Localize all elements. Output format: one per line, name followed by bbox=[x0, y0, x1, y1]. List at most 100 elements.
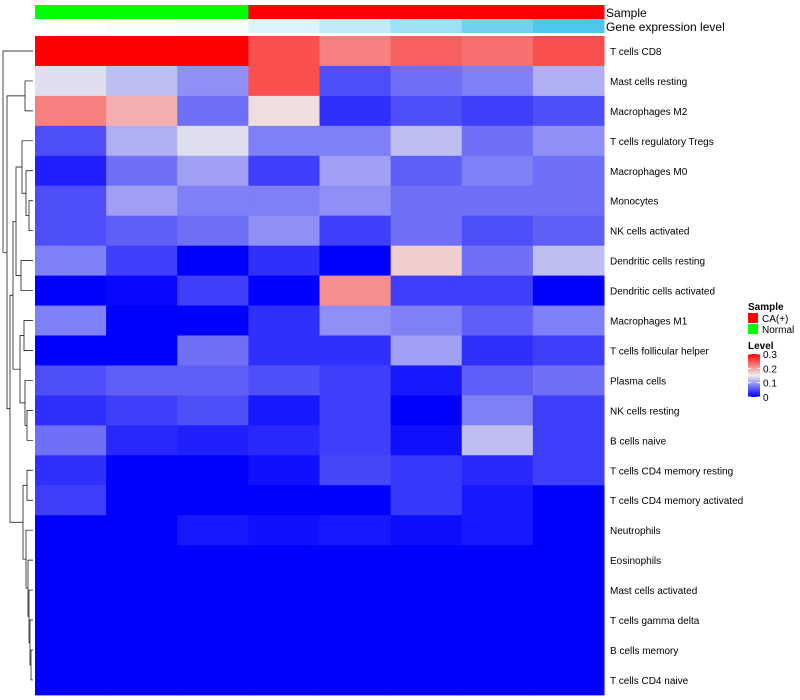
heatmap-cell bbox=[461, 125, 534, 157]
heatmap-cell bbox=[35, 605, 107, 636]
row-label: T cells gamma delta bbox=[610, 616, 700, 627]
expression-annotation-cell bbox=[319, 19, 392, 33]
heatmap-cell bbox=[319, 635, 392, 666]
heatmap-cell bbox=[177, 635, 249, 666]
heatmap-cell bbox=[35, 395, 107, 426]
heatmap-cell bbox=[390, 95, 463, 127]
heatmap-cell bbox=[177, 215, 249, 247]
heatmap-cell bbox=[106, 95, 178, 127]
heatmap-cell bbox=[248, 275, 321, 307]
heatmap-cell bbox=[532, 305, 605, 336]
heatmap-cell bbox=[532, 515, 605, 546]
heatmap-cell bbox=[319, 365, 392, 396]
heatmap-cell bbox=[390, 455, 463, 486]
heatmap-cell bbox=[461, 425, 534, 456]
legend-color-bar bbox=[748, 354, 760, 397]
heatmap-cell bbox=[248, 305, 321, 336]
heatmap-cell bbox=[319, 36, 392, 67]
heatmap-cell bbox=[177, 515, 249, 546]
heatmap-cell bbox=[319, 395, 392, 426]
dendrogram-branch bbox=[26, 469, 33, 501]
heatmap-cell bbox=[35, 305, 107, 336]
legend-swatch bbox=[748, 313, 758, 323]
heatmap-cell bbox=[106, 395, 178, 426]
dendrogram-branch bbox=[29, 619, 33, 666]
heatmap-cell bbox=[177, 455, 249, 486]
heatmap-cell bbox=[35, 455, 107, 486]
heatmap-cell bbox=[532, 455, 605, 486]
heatmap-cell bbox=[248, 485, 321, 516]
heatmap-cell bbox=[106, 515, 178, 546]
heatmap-cell bbox=[106, 65, 178, 97]
heatmap-cell bbox=[532, 365, 605, 396]
heatmap-cell bbox=[390, 664, 463, 696]
heatmap-cell bbox=[106, 245, 178, 277]
heatmap-cell bbox=[106, 605, 178, 636]
legend-entry-label: Normal bbox=[762, 325, 794, 336]
heatmap-cell bbox=[461, 215, 534, 247]
dendrogram-branch bbox=[21, 140, 33, 194]
row-label: B cells naive bbox=[610, 436, 667, 447]
heatmap-cell bbox=[532, 635, 605, 666]
heatmap-cell bbox=[390, 155, 463, 187]
expression-annotation-cell bbox=[35, 19, 107, 33]
row-label: Eosinophils bbox=[610, 556, 661, 567]
heatmap-cell bbox=[177, 36, 249, 67]
legend-level-title: Level bbox=[748, 341, 774, 352]
heatmap-cell bbox=[532, 605, 605, 636]
heatmap-cell bbox=[106, 425, 178, 456]
heatmap-cell bbox=[532, 125, 605, 157]
heatmap-cell bbox=[35, 545, 107, 576]
heatmap-cell bbox=[35, 365, 107, 396]
heatmap-cell bbox=[390, 425, 463, 456]
heatmap-cell bbox=[461, 485, 534, 516]
heatmap-cell bbox=[248, 215, 321, 247]
dendrogram-branch bbox=[26, 410, 33, 441]
dendrogram-branch bbox=[24, 80, 33, 112]
heatmap-cell bbox=[461, 305, 534, 336]
heatmap-cell bbox=[319, 425, 392, 456]
heatmap-cell bbox=[106, 635, 178, 666]
heatmap-cell bbox=[461, 36, 534, 67]
heatmap-cell bbox=[248, 155, 321, 187]
heatmap-cell bbox=[319, 605, 392, 636]
heatmap-cell bbox=[35, 664, 107, 696]
heatmap-cell bbox=[532, 395, 605, 426]
heatmap-cell bbox=[390, 395, 463, 426]
heatmap-cell bbox=[390, 635, 463, 666]
expression-annotation-cell bbox=[106, 19, 178, 33]
dendrogram-branch bbox=[23, 320, 33, 351]
heatmap-cell bbox=[177, 275, 249, 307]
heatmap-cell bbox=[177, 485, 249, 516]
dendrogram-branch bbox=[9, 294, 23, 523]
legend-tick-label: 0.1 bbox=[763, 379, 777, 390]
heatmap-cell bbox=[106, 36, 178, 67]
sample-annotation-cell bbox=[532, 5, 605, 19]
heatmap-cell bbox=[35, 515, 107, 546]
row-label: T cells CD8 bbox=[610, 47, 662, 58]
expression-annotation-cell bbox=[177, 19, 249, 33]
row-labels: T cells CD8 Mast cells resting Macrophages… bbox=[610, 47, 743, 687]
legend-tick-label: 0 bbox=[763, 393, 769, 404]
heatmap-cell bbox=[35, 125, 107, 157]
sample-annotation-cell bbox=[106, 5, 178, 19]
row-label: Mast cells resting bbox=[610, 77, 687, 88]
heatmap-cell bbox=[461, 575, 534, 606]
heatmap-cell bbox=[390, 185, 463, 217]
heatmap-cell bbox=[248, 425, 321, 456]
heatmap-cell bbox=[177, 155, 249, 187]
legend-tick-label: 0.3 bbox=[763, 350, 777, 361]
heatmap-cell bbox=[177, 395, 249, 426]
annotation-label-sample: Sample bbox=[606, 6, 647, 20]
heatmap-cell bbox=[177, 125, 249, 157]
sample-annotation-cell bbox=[35, 5, 107, 19]
heatmap-cell bbox=[390, 245, 463, 277]
heatmap-cell bbox=[319, 485, 392, 516]
heatmap-cell bbox=[248, 36, 321, 67]
heatmap-cell bbox=[461, 455, 534, 486]
heatmap-cell bbox=[461, 635, 534, 666]
heatmap-cell bbox=[532, 215, 605, 247]
heatmap-cell bbox=[35, 245, 107, 277]
dendrogram-branch bbox=[30, 649, 33, 681]
row-dendrogram bbox=[2, 50, 33, 681]
